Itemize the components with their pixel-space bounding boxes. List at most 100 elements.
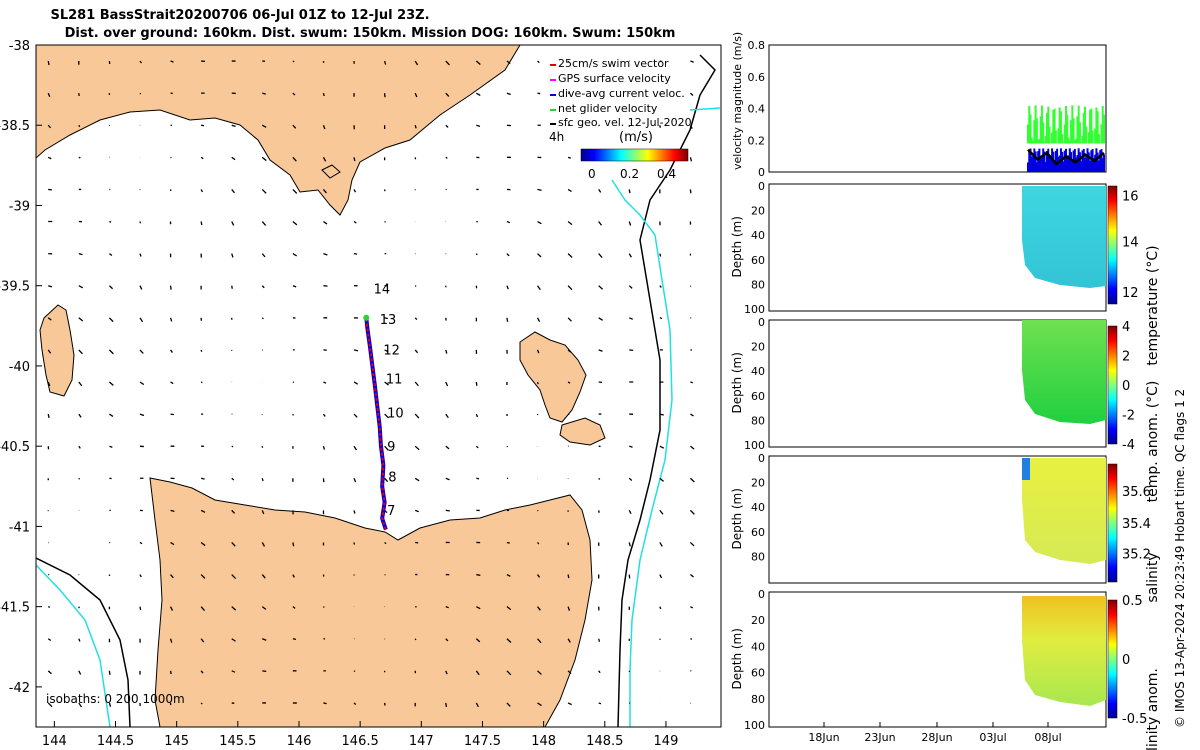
salinity-anomaly-panel-ytick-3: 60 [751,667,765,680]
isobath-1000-west [36,564,111,727]
colorbar-tick-1: 0.2 [620,167,639,181]
day-label-14: 14 [374,283,391,298]
velocity-ylabel: velocity magnitude (m/s) [731,32,744,170]
day-label-9: 9 [387,440,395,455]
lon-tick-2: 145 [164,734,189,749]
salinity-anomaly-panel-cbtick-2: -0.5 [1122,712,1147,727]
temp-anomaly-panel-cbtick-2: 0 [1122,379,1130,394]
lat-tick-3: -39.5 [0,280,30,295]
lon-tick-4: 146 [287,734,312,749]
glider-track-dive-avg [364,317,388,531]
vel-ytick-0: 0 [758,166,765,179]
lat-tick-4: -40 [9,360,30,375]
land-flinders-island [519,331,587,423]
temp-anomaly-panel-cbtick-4: -4 [1122,438,1135,453]
day-label-7: 7 [387,504,395,519]
panel-axis-labels: © IMOS 13-Apr-2024 20:23:49 Hobart time.… [1173,389,1187,728]
colorbar-tick-0: 0 [588,167,596,181]
legend-4h: 4h [549,130,564,144]
plot-title-line1: SL281 BassStrait20200706 06-Jul 01Z to 1… [50,8,430,23]
land-phillip-island [321,164,341,179]
isobath-200-west [36,557,131,727]
temp-anomaly-panel-ytick-1: 20 [751,341,765,354]
temperature-panel-ytick-1: 20 [751,205,765,218]
lon-tick-1: 144.5 [97,734,134,749]
salinity-anomaly-panel [768,591,1118,728]
salinity-panel-ytick-2: 40 [751,501,765,514]
day-labels: 7 8 9 10 11 12 13 14 [374,283,404,519]
lat-tick-2: -39 [9,199,30,214]
temperature-panel-cbtick-1: 14 [1122,235,1139,250]
speed-colorbar [580,148,689,162]
vel-ytick-2: 0.4 [748,103,766,116]
lon-tick-0: 144 [42,734,67,749]
lon-tick-9: 148.5 [586,734,623,749]
legend-net: net glider velocity [558,102,658,115]
colorbar-label: (m/s) [619,130,653,145]
temp-anomaly-panel-cbtick-3: -2 [1122,409,1135,424]
temp-anomaly-panel-ytick-4: 80 [751,414,765,427]
temp-anomaly-panel-ytick-3: 60 [751,390,765,403]
temperature-panel [768,183,1118,312]
salinity-colorbar [1107,463,1118,583]
temp-anomaly-panel-cbtick-1: 2 [1122,350,1130,365]
land-cape-barren-island [559,417,606,446]
time-tick-1: 23Jun [864,731,895,744]
lat-tick-0: -38 [9,39,30,54]
salinity-anomaly-panel-ylabel: Depth (m) [730,628,744,689]
salinity-panel-cblabel: salinity [1145,552,1161,602]
temperature-panel-ylabel: Depth (m) [730,216,744,277]
temp-anomaly-panel-ylabel: Depth (m) [730,352,744,413]
temperature-panel-ytick-4: 80 [751,278,765,291]
salinity-anomaly-panel-ytick-2: 40 [751,640,765,653]
lon-tick-10: 149 [654,734,679,749]
lat-tick-8: -42 [9,681,30,696]
land-victoria [36,45,521,216]
salinity-panel-ytick-4: 80 [751,550,765,563]
time-axis-ticks: 18Jun 23Jun 28Jun 03Jul 08Jul [808,722,1062,744]
salinity-anomaly-section [1022,596,1106,706]
salinity-panel [768,455,1118,584]
isobath-200 [617,54,716,727]
time-tick-2: 28Jun [921,731,952,744]
isobath-label: isobaths: 0 200 1000m [46,692,185,706]
lat-tick-1: -38.5 [0,119,30,134]
temperature-panel-ytick-5: 100 [744,303,765,316]
legend-swim: 25cm/s swim vector [558,57,669,70]
lon-tick-5: 146.5 [342,734,379,749]
lat-ticks: -38 -38.5 -39 -39.5 -40 -40.5 -41 -41.5 -42 [0,39,42,696]
temp-anomaly-section [1022,320,1106,424]
temperature-colorbar [1107,185,1118,305]
vel-ytick-3: 0.6 [748,71,766,84]
salinity-panel-ytick-1: 20 [751,477,765,490]
temp-anomaly-colorbar [1107,325,1118,445]
salinity-panel-cbtick-2: 35.2 [1122,548,1151,563]
colorbar-tick-2: 0.4 [657,167,676,181]
lat-tick-5: -40.5 [0,440,30,455]
temp-anomaly-panel-cbtick-0: 4 [1122,320,1130,335]
current-vector-field [47,60,695,708]
time-tick-3: 03Jul [979,731,1006,744]
velocity-panel: 0 0.2 0.4 0.6 0.8 [748,39,1107,179]
map-legend: 25cm/s swim vector GPS surface velocity … [549,57,692,181]
lon-tick-8: 148 [531,734,556,749]
lon-tick-7: 147.5 [464,734,501,749]
temp-anomaly-panel-ytick-0: 0 [758,316,765,329]
temp-anomaly-panel [768,319,1118,448]
salinity-anomaly-panel-cbtick-0: 0.5 [1122,594,1143,609]
vel-ytick-1: 0.2 [748,134,766,147]
vel-ytick-4: 0.8 [748,39,766,52]
time-tick-4: 08Jul [1034,731,1061,744]
salinity-anomaly-panel-ytick-4: 80 [751,693,765,706]
legend-sfc: sfc geo. vel. 12-Jul-2020 [558,116,692,129]
isobath-1000 [611,107,721,727]
salinity-panel-ytick-0: 0 [758,452,765,465]
lon-tick-6: 147 [409,734,434,749]
sfc-geo-velocity-line [1027,148,1105,166]
temp-anomaly-panel-ytick-5: 100 [744,439,765,452]
day-label-10: 10 [387,406,404,421]
lon-ticks: 144 144.5 145 145.5 146 146.5 147 147.5 148 148.5… [42,721,678,749]
temperature-panel-cblabel: temperature (°C) [1145,245,1161,365]
day-label-11: 11 [386,373,403,388]
salinity-anomaly-panel-ytick-5: 100 [744,719,765,732]
